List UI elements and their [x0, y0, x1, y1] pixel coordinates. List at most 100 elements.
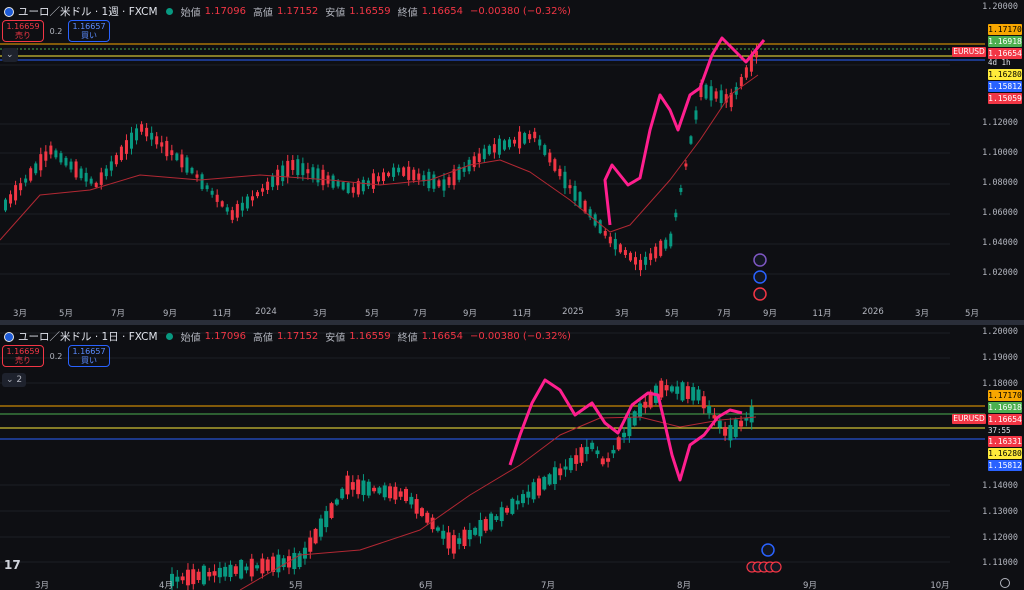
candle [350, 475, 355, 497]
open-value: 1.17096 [204, 331, 246, 342]
price-level-tag: 1.16918 [988, 402, 1022, 413]
candle [233, 563, 238, 577]
eurusd-flag-icon [4, 6, 14, 17]
candle [744, 411, 749, 427]
candle [510, 497, 515, 516]
candle [175, 152, 179, 162]
candle [393, 482, 398, 505]
candle [579, 443, 584, 467]
low-label: 安値 [325, 333, 346, 344]
price-level-tag: 1.16331 [988, 436, 1022, 447]
candle [531, 478, 536, 503]
weekly-collapse-button[interactable]: ⌄ [2, 48, 18, 62]
price-tick-label: 1.04000 [982, 238, 1018, 248]
candle [14, 180, 18, 205]
candle [611, 445, 616, 459]
candle [29, 166, 33, 183]
price-level-tag: 1.17170 [988, 24, 1022, 35]
event-marker-icon[interactable] [753, 287, 767, 301]
price-level-tag: 1.17170 [988, 390, 1022, 401]
candle [526, 484, 531, 505]
us-flag-event-icon[interactable] [770, 561, 782, 573]
candle [302, 541, 307, 565]
candle [340, 487, 345, 500]
candle [64, 155, 68, 168]
candle [478, 512, 483, 544]
hand-drawn-trend-annotation [508, 378, 743, 482]
pane-divider[interactable] [0, 320, 1024, 325]
weekly-candlestick-chart[interactable] [0, 0, 1024, 320]
price-tick-label: 1.12000 [982, 118, 1018, 128]
weekly-symbol-title[interactable]: ユーロ／米ドル · 1週 · FXCM [18, 6, 158, 18]
price-level-tag: 1.16280 [988, 69, 1022, 80]
candle [574, 448, 579, 471]
candle [728, 417, 733, 448]
sell-price: 1.16659 [6, 347, 40, 356]
candle [382, 482, 387, 501]
daily-candlestick-chart[interactable] [0, 325, 1024, 590]
candle [643, 396, 648, 414]
candle [729, 88, 733, 112]
daily-chart-pane[interactable]: ユーロ／米ドル · 1日 · FXCM 始値 1.17096 高値 1.17152 … [0, 325, 1024, 590]
candle [707, 400, 712, 419]
time-tick-label: 9月 [463, 309, 477, 319]
daily-buy-button[interactable]: 1.16657 買い [68, 345, 110, 367]
settings-icon[interactable] [1000, 578, 1010, 588]
candle [694, 106, 698, 124]
candle [24, 174, 28, 187]
candle [44, 145, 48, 168]
weekly-sell-button[interactable]: 1.16659 売り [2, 20, 44, 42]
candle [201, 564, 206, 586]
event-marker-icon[interactable] [753, 270, 767, 284]
candle [225, 204, 229, 215]
candle [603, 228, 607, 239]
candle [451, 529, 456, 559]
candle [701, 390, 706, 414]
candle [744, 65, 748, 80]
candle [397, 164, 401, 176]
tradingview-logo-icon[interactable]: 17 [4, 558, 21, 572]
candle [155, 132, 159, 149]
daily-collapse-button[interactable]: ⌄ 2 [2, 373, 27, 387]
candle [664, 379, 669, 397]
moving-average-line [0, 74, 759, 241]
candle [691, 382, 696, 405]
close-value: 1.16654 [421, 6, 464, 17]
candle [696, 385, 701, 405]
daily-sell-button[interactable]: 1.16659 売り [2, 345, 44, 367]
candle [402, 166, 406, 178]
candle [664, 237, 668, 251]
candle [49, 141, 53, 159]
candle [296, 155, 300, 180]
daily-countdown: 37:55 [988, 426, 1011, 435]
daily-legend: ユーロ／米ドル · 1日 · FXCM 始値 1.17096 高値 1.17152 … [4, 329, 574, 344]
candle [366, 177, 370, 190]
weekly-buy-button[interactable]: 1.16657 買い [68, 20, 110, 42]
candle [210, 187, 214, 198]
close-label: 終値 [397, 8, 418, 19]
candle [623, 247, 627, 258]
weekly-chart-pane[interactable]: ユーロ／米ドル · 1週 · FXCM 始値 1.17096 高値 1.17152 … [0, 0, 1024, 320]
event-marker-icon[interactable] [761, 543, 775, 557]
candle [356, 178, 360, 198]
daily-symbol-title[interactable]: ユーロ／米ドル · 1日 · FXCM [18, 331, 158, 343]
candle [170, 567, 174, 590]
candle [281, 555, 286, 571]
candle [724, 88, 728, 108]
candle [430, 514, 435, 533]
candle [240, 196, 244, 217]
candle [674, 209, 678, 221]
candle [441, 524, 446, 545]
candle [249, 553, 254, 582]
price-tick-label: 1.02000 [982, 268, 1018, 278]
price-level-tag: 1.16280 [988, 448, 1022, 459]
price-tick-label: 1.18000 [982, 379, 1018, 389]
candle [260, 553, 265, 579]
time-tick-label: 2024 [255, 307, 277, 317]
candle [616, 435, 621, 452]
event-marker-icon[interactable] [753, 253, 767, 267]
candle [34, 161, 38, 176]
candle [669, 231, 673, 249]
candle [165, 136, 169, 161]
candle [119, 144, 123, 162]
